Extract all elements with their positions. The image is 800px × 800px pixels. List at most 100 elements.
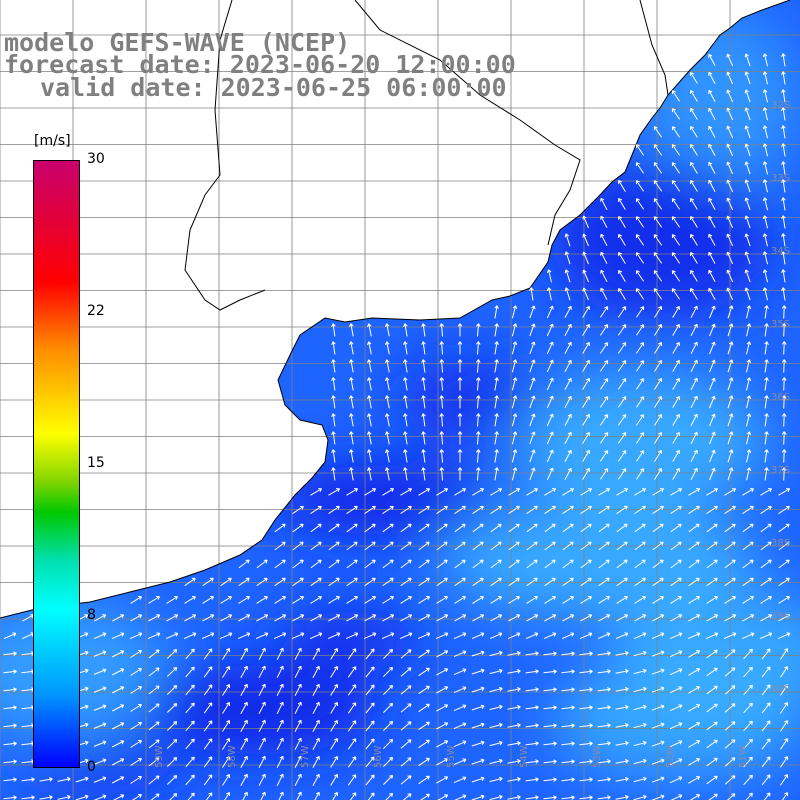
wind-arrow [346, 559, 358, 569]
wind-arrow [383, 738, 394, 749]
wind-arrow [476, 395, 481, 409]
wind-arrow [400, 614, 413, 622]
wind-arrow [762, 125, 768, 139]
wind-arrow [222, 720, 230, 732]
wind-arrow [476, 377, 481, 391]
wind-arrow [454, 614, 467, 622]
wind-arrow [706, 488, 719, 496]
wind-arrow [671, 180, 681, 192]
wind-arrow [385, 377, 390, 391]
wind-arrow [349, 359, 354, 373]
wind-arrow [564, 413, 572, 426]
wind-arrow [93, 776, 107, 783]
wind-arrow [511, 305, 518, 319]
wind-arrow [600, 269, 608, 283]
wind-arrow [203, 648, 213, 660]
wind-arrow [403, 449, 408, 463]
wind-arrow [312, 719, 320, 732]
wind-arrow [185, 738, 195, 750]
wind-arrow [759, 632, 773, 640]
wind-arrow [562, 577, 574, 587]
wind-arrow [708, 125, 716, 138]
wind-arrow [672, 395, 680, 408]
wind-arrow [653, 252, 663, 264]
wind-arrow [453, 686, 467, 694]
wind-arrow [240, 647, 248, 660]
wind-arrow [400, 577, 412, 587]
wind-arrow [724, 649, 736, 659]
wind-arrow [561, 795, 575, 800]
wind-arrow [597, 651, 611, 656]
wind-arrow [615, 741, 629, 746]
wind-arrow [222, 702, 230, 714]
wind-arrow [130, 686, 142, 694]
wind-arrow [331, 359, 336, 373]
wind-arrow [57, 776, 71, 782]
wind-arrow [346, 523, 358, 533]
wind-arrow [385, 395, 390, 409]
wind-arrow [39, 777, 53, 782]
wind-arrow [708, 251, 716, 264]
wind-arrow [130, 704, 142, 712]
wind-arrow [346, 614, 359, 622]
wind-arrow [345, 632, 359, 640]
wind-arrow [507, 705, 521, 710]
wind-arrow [511, 323, 518, 337]
wind-arrow [436, 758, 449, 766]
wind-arrow [599, 306, 609, 318]
wind-arrow [365, 774, 375, 786]
wind-arrow [742, 559, 754, 569]
wind-arrow [328, 596, 340, 604]
wind-arrow [457, 413, 463, 427]
wind-arrow [562, 559, 574, 569]
wind-arrow [365, 720, 375, 732]
wind-arrow [490, 541, 502, 551]
wind-arrow [764, 305, 769, 319]
wind-arrow [597, 741, 611, 746]
wind-arrow [21, 795, 35, 800]
wind-arrow [418, 757, 430, 767]
wind-arrow [672, 305, 680, 318]
wind-arrow [436, 596, 448, 604]
wind-arrow [726, 179, 734, 193]
wind-arrow [546, 395, 554, 409]
wind-arrow [597, 687, 611, 692]
wind-arrow [130, 740, 142, 748]
wind-arrow [635, 360, 645, 372]
wind-arrow [671, 198, 681, 210]
wind-arrow [476, 449, 481, 463]
wind-arrow [328, 505, 340, 515]
wind-arrow [490, 559, 502, 569]
wind-arrow [310, 559, 322, 569]
wind-arrow [166, 703, 178, 713]
wind-arrow [615, 795, 629, 800]
wind-arrow [382, 541, 394, 551]
wind-arrow [546, 323, 554, 337]
wind-arrow [688, 704, 701, 712]
wind-arrow [561, 777, 575, 782]
wind-arrow [511, 449, 518, 463]
wind-arrow [670, 505, 682, 515]
wind-arrow [529, 467, 536, 481]
latitude-label: 40S [771, 684, 790, 695]
wind-arrow [617, 396, 627, 408]
wind-arrow [616, 505, 628, 515]
wind-arrow [579, 632, 593, 640]
wind-arrow [526, 596, 538, 604]
wind-arrow [544, 614, 557, 622]
wind-arrow [543, 651, 557, 656]
wind-arrow [669, 686, 683, 694]
border-line [354, 0, 581, 246]
wind-arrow [166, 614, 179, 622]
wind-arrow [617, 468, 627, 480]
wind-arrow [781, 233, 786, 247]
wind-arrow [669, 650, 683, 658]
wind-arrow [743, 702, 753, 714]
wind-arrow [112, 614, 125, 622]
wind-arrow [746, 467, 752, 481]
wind-arrow [347, 684, 357, 696]
wind-arrow [671, 162, 681, 174]
wind-arrow [708, 179, 716, 192]
wind-arrow [742, 577, 754, 587]
wind-arrow [240, 755, 248, 768]
